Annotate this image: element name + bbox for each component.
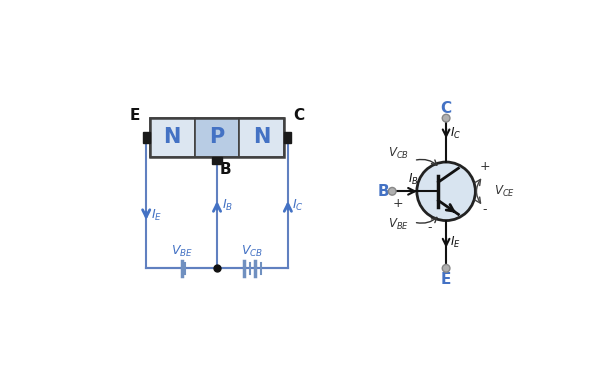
Text: +: + [393,197,404,210]
Circle shape [442,114,450,122]
Text: E: E [130,108,140,123]
Bar [143,132,149,143]
Text: $V_{CB}$: $V_{CB}$ [241,244,263,259]
Text: -: - [427,221,431,234]
Text: $V_{BE}$: $V_{BE}$ [170,244,193,259]
Text: N: N [163,128,181,147]
Text: $I_E$: $I_E$ [450,236,461,250]
Bar [149,118,284,157]
Circle shape [417,162,475,220]
Text: C: C [293,108,305,123]
Bar [194,118,239,157]
Text: C: C [440,101,452,116]
Bar [212,157,221,164]
Text: B: B [220,162,232,177]
Bar [149,118,194,157]
Text: $I_C$: $I_C$ [450,126,461,141]
Text: $I_E$: $I_E$ [151,208,162,223]
Text: P: P [209,128,224,147]
Text: $I_B$: $I_B$ [409,172,419,187]
Text: B: B [377,184,389,199]
Text: $I_C$: $I_C$ [292,198,304,213]
Text: $I_B$: $I_B$ [221,198,233,213]
Text: +: + [479,160,490,173]
Text: $V_{CE}$: $V_{CE}$ [494,184,515,199]
Text: E: E [441,272,451,286]
Circle shape [442,264,450,272]
Bar [284,132,292,143]
Text: -: - [482,203,487,216]
Bar [239,118,284,157]
Text: $V_{CB}$: $V_{CB}$ [388,146,409,161]
Text: $V_{BE}$: $V_{BE}$ [388,217,409,232]
Circle shape [388,188,396,195]
Text: N: N [253,128,271,147]
